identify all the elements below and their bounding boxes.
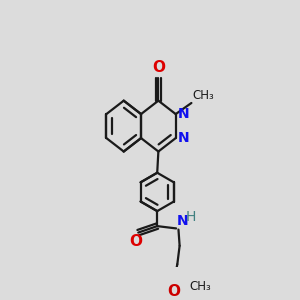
Text: H: H <box>185 210 196 224</box>
Text: O: O <box>167 284 180 299</box>
Text: CH₃: CH₃ <box>193 88 214 102</box>
Text: N: N <box>178 107 189 121</box>
Text: CH₃: CH₃ <box>189 280 211 293</box>
Text: N: N <box>178 131 189 145</box>
Text: O: O <box>130 234 142 249</box>
Text: O: O <box>152 60 165 75</box>
Text: N: N <box>177 214 188 228</box>
